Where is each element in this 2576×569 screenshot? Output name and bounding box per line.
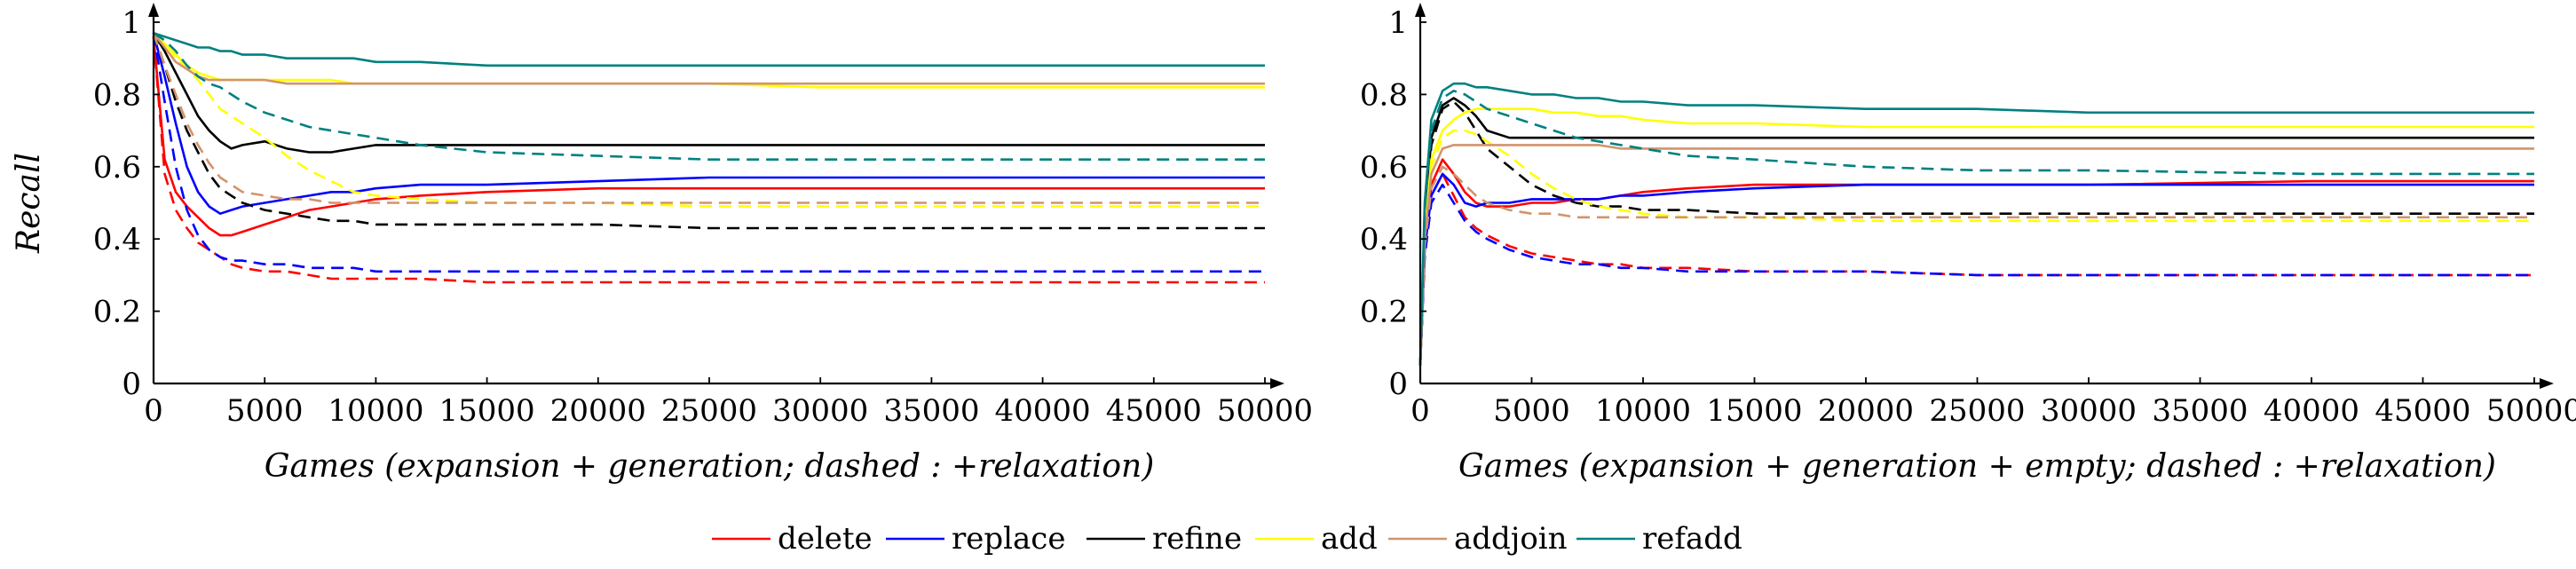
legend-item-refine: refine [1087,521,1242,557]
y-tick-label: 0.8 [1360,77,1408,113]
legend-label: add [1321,521,1378,557]
x-tick-label: 25000 [1929,393,2025,429]
x-tick-label: 0 [1410,393,1430,429]
series-line-refine [152,32,1265,154]
series-group [152,31,1265,284]
x-axis-label: Games (expansion + generation + empty; d… [1458,448,2496,485]
y-tick-label: 0.4 [1360,222,1408,257]
series-line-replace-dashed [1418,183,2534,366]
series-line-delete [152,36,1265,237]
x-axis-label: Games (expansion + generation; dashed : … [265,448,1155,485]
series-group [1418,82,2534,366]
series-line-refine [1418,97,2534,366]
x-tick-label: 50000 [2486,393,2576,429]
x-tick-label: 0 [144,393,163,429]
series-line-refine-dashed [1418,100,2534,366]
y-tick-label: 0.2 [93,295,141,330]
series-line-add-dashed [1418,129,2534,366]
x-tick-label: 20000 [550,393,646,429]
legend-item-replace: replace [886,521,1065,557]
chart-right: 0 5000 10000 15000 20000 25000 30000 35000 40000… [1360,3,2576,485]
x-axis-arrow [1270,378,1284,389]
chart-left: 0 5000 10000 15000 20000 25000 30000 35000 40000… [11,3,1313,485]
series-line-addjoin [1418,144,2534,366]
series-line-replace [1418,172,2534,366]
legend-item-delete: delete [712,521,873,557]
legend-label: addjoin [1454,521,1568,557]
series-line-addjoin-dashed [152,32,1265,204]
legend-item-refadd: refadd [1576,521,1742,557]
series-line-add [1418,107,2534,366]
x-tick-label: 5000 [226,393,304,429]
series-line-refine-dashed [152,32,1265,230]
y-axis-arrow [148,3,159,17]
x-tick-label: 45000 [1106,393,1202,429]
y-tick-label: 0 [1388,367,1408,402]
series-line-addjoin [152,32,1265,85]
y-tick-label: 0.6 [93,150,141,186]
x-tick-label: 30000 [2041,393,2137,429]
legend-label: delete [778,521,873,557]
series-line-refadd-dashed [153,32,1265,161]
x-tick-label: 10000 [328,393,423,429]
x-tick-label: 5000 [1493,393,1570,429]
series-line-addjoin-dashed [1418,165,2534,366]
x-tick-label: 35000 [2152,393,2248,429]
x-tick-label: 25000 [661,393,757,429]
y-axis-label: Recall [11,153,47,254]
x-tick-label: 40000 [2264,393,2359,429]
series-line-add-dashed [152,32,1265,208]
x-tick-label: 20000 [1818,393,1914,429]
x-tick-label: 50000 [1217,393,1313,429]
series-line-refadd [1418,82,2534,366]
legend-item-add: add [1255,521,1378,557]
legend-item-addjoin: addjoin [1388,521,1568,557]
x-tick-label: 15000 [1706,393,1802,429]
y-tick-label: 0.6 [1360,150,1408,186]
legend-label: refadd [1642,521,1742,557]
series-line-refadd [153,31,1265,67]
series-line-replace [152,32,1265,215]
x-tick-label: 15000 [439,393,535,429]
legend-label: replace [952,521,1065,557]
y-tick-label: 0 [122,367,141,402]
series-line-refadd-dashed [1418,90,2534,366]
x-tick-label: 45000 [2375,393,2470,429]
series-line-delete-dashed [152,36,1265,284]
legend: delete replace refine add addjoin refadd [712,521,1742,557]
x-axis-arrow [2540,378,2554,389]
y-tick-label: 0.8 [93,77,141,113]
legend-label: refine [1152,521,1242,557]
y-tick-label: 1 [122,5,141,41]
y-tick-label: 0.4 [93,222,141,257]
y-tick-label: 0.2 [1360,295,1408,330]
y-tick-label: 1 [1388,5,1408,41]
x-tick-label: 40000 [995,393,1091,429]
x-tick-label: 10000 [1595,393,1691,429]
series-line-add [153,32,1265,89]
y-axis-arrow [1415,3,1426,17]
x-tick-label: 35000 [883,393,979,429]
series-line-replace-dashed [152,32,1265,273]
x-tick-label: 30000 [772,393,868,429]
